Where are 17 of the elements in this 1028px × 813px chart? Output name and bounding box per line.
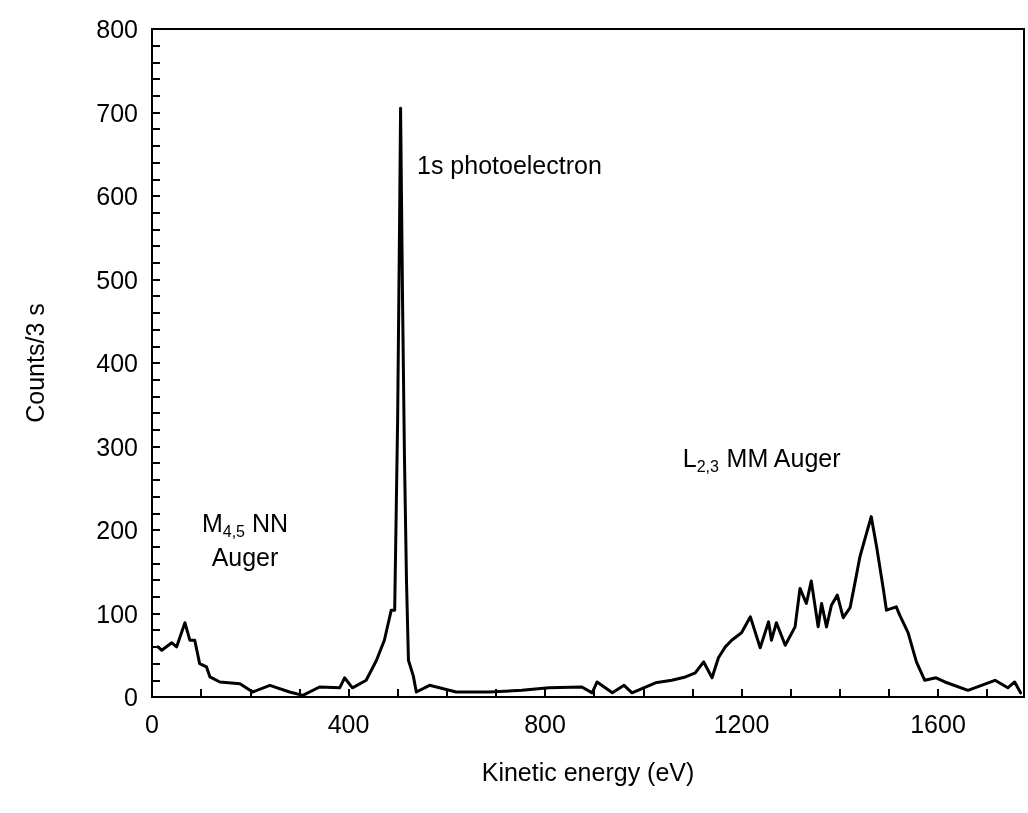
x-tick-label: 400 [327, 709, 370, 738]
y-tick-label: 400 [96, 349, 138, 377]
y-tick-label: 700 [96, 98, 138, 127]
x-axis-title: Kinetic energy (eV) [481, 757, 695, 786]
y-tick-label: 300 [96, 432, 138, 461]
y-tick-label: 100 [96, 599, 138, 628]
annotation: 1s photoelectron [417, 151, 602, 179]
x-tick-label: 1200 [713, 709, 770, 738]
y-tick-label: 0 [124, 683, 138, 711]
y-tick-label: 500 [96, 265, 138, 294]
y-tick-label: 800 [96, 15, 138, 43]
x-tick-label: 1600 [910, 709, 966, 738]
y-tick-label: 200 [96, 516, 138, 544]
x-tick-label: 0 [145, 709, 159, 738]
y-axis-title: Counts/3 s [20, 303, 49, 423]
x-tick-label: 800 [524, 709, 566, 738]
y-tick-label: 600 [96, 182, 138, 210]
